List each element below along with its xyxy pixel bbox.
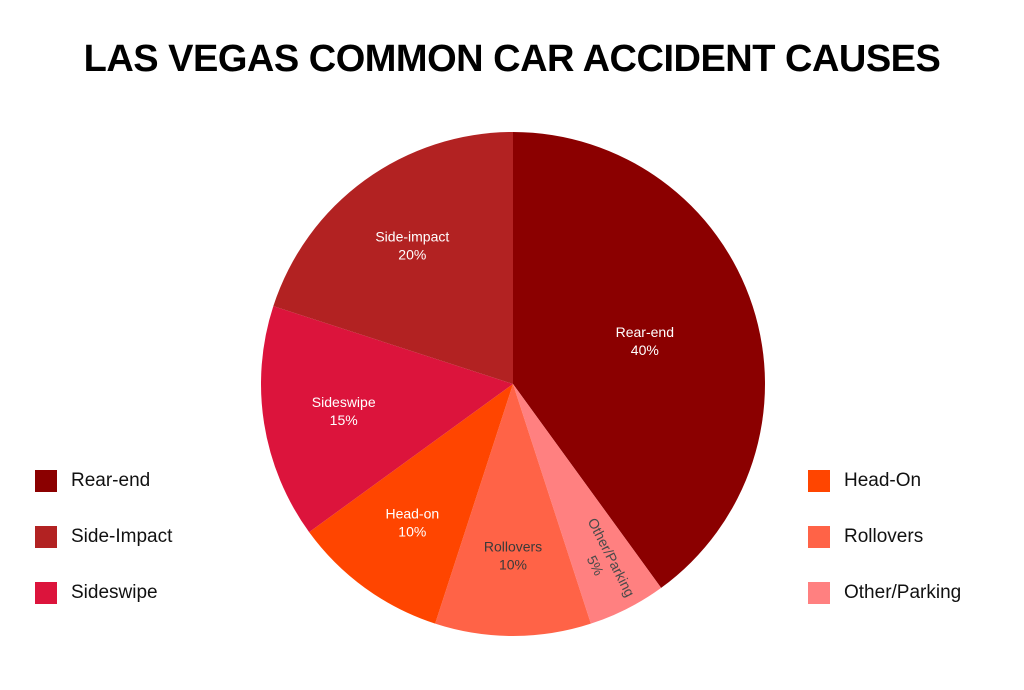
- legend-item-other-parking: Other/Parking: [808, 579, 961, 607]
- legend-swatch-head-on: [808, 470, 830, 492]
- legend-item-head-on: Head-On: [808, 467, 961, 495]
- pie-label-value: 40%: [631, 342, 659, 358]
- legend-label-side-impact: Side-Impact: [71, 526, 173, 547]
- pie-label-value: 10%: [398, 524, 426, 540]
- pie-label-name: Rollovers: [484, 538, 542, 554]
- pie-label-value: 15%: [330, 412, 358, 428]
- pie-slice-side-impact: [273, 132, 513, 384]
- pie-slice-rollovers: [435, 384, 591, 637]
- pie-label-rear-end: Rear-end 40%: [616, 324, 674, 358]
- legend-label-head-on: Head-On: [844, 470, 922, 491]
- pie-label-name: Sideswipe: [312, 394, 376, 410]
- pie-label-value: 20%: [398, 246, 426, 262]
- pie-slice-other-parking: [513, 384, 662, 624]
- pie-label-name: Head-on: [385, 506, 439, 522]
- legend-item-rear-end: Rear-end: [35, 467, 172, 495]
- legend-label-rear-end: Rear-end: [71, 470, 151, 491]
- legend-right: Head-On Rollovers Other/Parking: [808, 467, 961, 635]
- pie-label-sideswipe: Sideswipe 15%: [312, 394, 376, 428]
- legend-label-rollovers: Rollovers: [844, 526, 924, 547]
- legend-swatch-rear-end: [35, 470, 57, 492]
- pie-label-name: Side-impact: [375, 228, 449, 244]
- legend-swatch-sideswipe: [35, 582, 57, 604]
- legend-swatch-rollovers: [808, 526, 830, 548]
- pie-label-name: Rear-end: [616, 324, 674, 340]
- legend-label-other-parking: Other/Parking: [844, 582, 962, 603]
- chart-title: LAS VEGAS COMMON CAR ACCIDENT CAUSES: [83, 38, 941, 80]
- pie-slice-sideswipe: [260, 306, 513, 533]
- pie-slice-rear-end: [513, 132, 765, 588]
- legend-item-side-impact: Side-Impact: [35, 523, 172, 551]
- legend-swatch-side-impact: [35, 526, 57, 548]
- legend-item-rollovers: Rollovers: [808, 523, 961, 551]
- legend-label-sideswipe: Sideswipe: [71, 582, 158, 603]
- pie-label-rollovers: Rollovers 10%: [484, 538, 542, 572]
- pie-label-head-on: Head-on 10%: [385, 506, 439, 540]
- legend-left: Rear-end Side-Impact Sideswipe: [35, 467, 172, 635]
- pie-label-side-impact: Side-impact 20%: [375, 228, 449, 262]
- pie-slice-head-on: [309, 384, 513, 624]
- legend-swatch-other-parking: [808, 582, 830, 604]
- pie-label-value: 10%: [499, 556, 527, 572]
- legend-item-sideswipe: Sideswipe: [35, 579, 172, 607]
